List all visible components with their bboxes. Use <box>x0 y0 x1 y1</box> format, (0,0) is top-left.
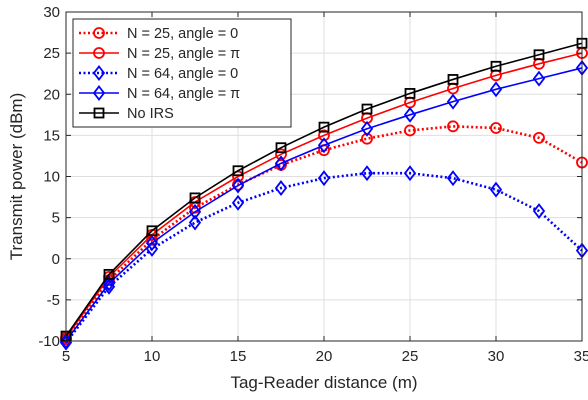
y-tick-label: 25 <box>43 45 60 62</box>
data-point <box>59 333 73 349</box>
data-point <box>404 88 416 99</box>
data-point <box>145 235 159 252</box>
data-point <box>447 120 459 133</box>
legend-item: N = 64, angle = π <box>79 85 240 102</box>
x-tick-label: 35 <box>574 348 588 365</box>
data-point <box>146 225 158 237</box>
y-tick-label: -10 <box>38 333 60 350</box>
data-point <box>404 124 416 137</box>
y-tick-label: -5 <box>47 292 60 309</box>
legend-label: No IRS <box>127 106 174 122</box>
data-point <box>447 74 459 85</box>
data-point <box>317 170 331 187</box>
x-tick-label: 30 <box>488 348 505 365</box>
x-tick-label: 25 <box>402 348 419 365</box>
x-axis-label: Tag-Reader distance (m) <box>230 373 417 392</box>
data-point <box>489 81 503 98</box>
x-tick-label: 20 <box>316 348 333 365</box>
y-tick-label: 10 <box>43 169 60 186</box>
legend-marker <box>92 85 106 101</box>
data-point <box>189 192 201 204</box>
legend-marker <box>93 27 105 39</box>
data-point <box>446 170 460 187</box>
series-4 <box>59 59 588 349</box>
data-point <box>533 131 545 144</box>
data-point <box>274 180 288 196</box>
legend-marker <box>93 47 105 59</box>
legend-label: N = 64, angle = π <box>127 86 240 102</box>
data-point <box>532 70 546 87</box>
axis-ticks: 5 10 15 20 25 30 35 -10 -5 0 5 10 15 20 25 30 <box>38 4 588 365</box>
data-point <box>103 268 115 280</box>
x-tick-label: 10 <box>144 348 161 365</box>
x-tick-label: 15 <box>230 348 247 365</box>
legend-marker <box>93 107 105 119</box>
legend-label: N = 64, angle = 0 <box>127 66 238 82</box>
data-point <box>231 177 245 194</box>
data-point <box>188 203 202 220</box>
legend: N = 25, angle = 0 N = 25, angle = π N = 64… <box>72 18 292 128</box>
series-layer <box>59 37 588 351</box>
legend-marker <box>92 65 106 81</box>
data-point <box>275 142 287 154</box>
data-point <box>361 132 373 145</box>
data-point <box>360 165 374 182</box>
legend-item: N = 25, angle = π <box>79 46 240 62</box>
data-point <box>490 122 502 134</box>
series-line <box>65 42 583 337</box>
data-point <box>232 165 244 177</box>
y-tick-label: 15 <box>43 127 60 144</box>
data-point <box>361 103 373 115</box>
data-point <box>533 49 545 61</box>
series-line <box>65 67 583 342</box>
legend-label: N = 25, angle = 0 <box>127 26 238 42</box>
data-point <box>231 194 245 211</box>
data-point <box>489 181 503 198</box>
data-point <box>274 155 288 172</box>
data-point <box>490 60 502 72</box>
data-point <box>317 137 331 154</box>
data-point <box>188 214 202 231</box>
y-tick-label: 5 <box>52 210 60 227</box>
legend-box <box>72 18 292 128</box>
y-tick-label: 0 <box>52 251 60 268</box>
legend-item: No IRS <box>79 106 174 122</box>
data-point <box>102 275 116 292</box>
data-point <box>403 106 417 123</box>
y-tick-label: 20 <box>43 86 60 103</box>
data-point <box>403 165 417 182</box>
legend-item: N = 25, angle = 0 <box>79 26 238 42</box>
data-point <box>446 93 460 110</box>
data-point <box>532 203 546 220</box>
y-tick-label: 30 <box>43 4 60 21</box>
legend-label: N = 25, angle = π <box>127 46 240 62</box>
data-point <box>318 129 330 142</box>
y-axis-label: Transmit power (dBm) <box>7 93 26 261</box>
data-point <box>275 148 287 161</box>
data-point <box>360 120 374 137</box>
data-point <box>318 121 330 133</box>
legend-item: N = 64, angle = 0 <box>79 65 238 82</box>
x-tick-label: 5 <box>62 348 70 365</box>
